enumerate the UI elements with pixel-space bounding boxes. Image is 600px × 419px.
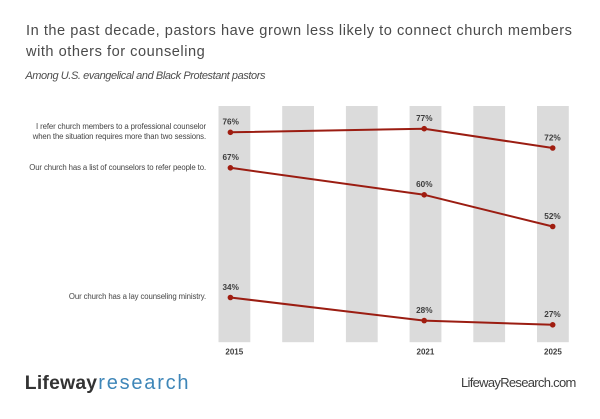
svg-text:60%: 60% — [416, 180, 433, 189]
svg-text:2015: 2015 — [225, 348, 243, 357]
svg-text:2025: 2025 — [544, 348, 562, 357]
svg-text:27%: 27% — [544, 310, 561, 319]
svg-text:2021: 2021 — [417, 348, 435, 357]
svg-text:72%: 72% — [544, 133, 561, 142]
svg-text:77%: 77% — [416, 114, 433, 123]
svg-text:52%: 52% — [544, 212, 561, 221]
svg-text:28%: 28% — [416, 306, 433, 315]
svg-text:67%: 67% — [223, 153, 240, 162]
svg-text:34%: 34% — [223, 283, 240, 292]
svg-text:76%: 76% — [223, 118, 240, 127]
